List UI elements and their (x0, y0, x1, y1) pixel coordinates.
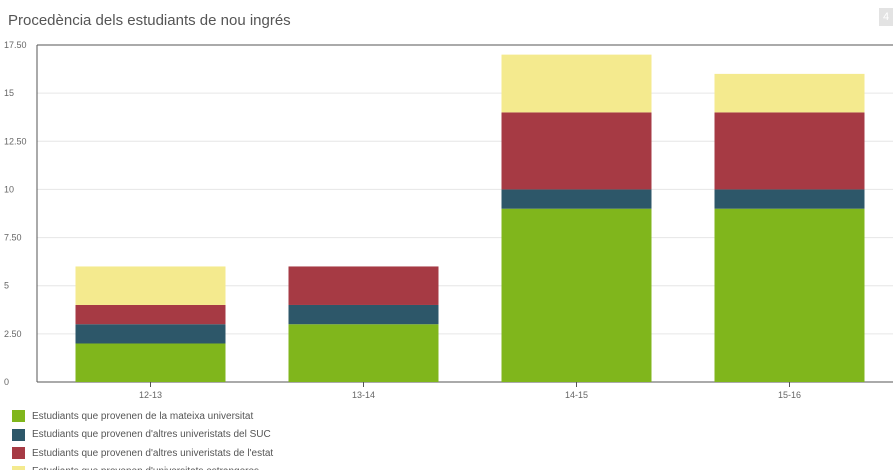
y-tick-label: 12.50 (4, 136, 27, 146)
x-tick-label: 15-16 (778, 390, 801, 400)
y-tick-label: 7.50 (4, 233, 22, 243)
bar-segment (75, 266, 226, 305)
legend-item[interactable]: Estudiants que provenen d'altres univeri… (12, 426, 612, 445)
legend-label: Estudiants que provenen d'universitats e… (32, 466, 259, 470)
bar-segment (501, 112, 652, 190)
y-tick-label: 0 (4, 377, 9, 387)
legend-item[interactable]: Estudiants que provenen de la mateixa un… (12, 407, 612, 426)
bar-segment (501, 189, 652, 209)
stacked-bar-chart: 0 2.50 5 7.50 10 12.50 15 17.50 12-13 13-14 14-15 1… (4, 40, 893, 400)
bar-segment (501, 54, 652, 113)
bar-segment (501, 208, 652, 382)
y-tick-label: 2.50 (4, 329, 22, 339)
y-tick-label: 10 (4, 184, 14, 194)
bar-segment (75, 304, 226, 325)
bar-segment (75, 324, 226, 344)
legend-swatch (12, 428, 25, 441)
x-tick-label: 13-14 (352, 390, 375, 400)
legend-label: Estudiants que provenen de la mateixa un… (32, 410, 254, 422)
y-tick-label: 5 (4, 281, 9, 291)
x-tick-label: 14-15 (565, 390, 588, 400)
bar-segment (714, 73, 865, 113)
y-tick-label: 15 (4, 88, 14, 98)
y-tick-label: 17.50 (4, 40, 27, 50)
legend-swatch (12, 447, 25, 460)
export-menu-icon[interactable]: 4 (879, 8, 893, 26)
bar-segment (714, 189, 865, 209)
legend-item[interactable]: Estudiants que provenen d'universitats e… (12, 463, 612, 470)
bar-segment (288, 324, 439, 382)
legend-label: Estudiants que provenen d'altres univeri… (32, 429, 271, 441)
chart-title: Procedència dels estudiants de nou ingré… (8, 12, 291, 29)
bar-segment (288, 304, 439, 325)
bar-segment (288, 266, 439, 305)
x-tick-label: 12-13 (139, 390, 162, 400)
legend-swatch (12, 410, 25, 423)
bar-segment (75, 343, 226, 382)
chart-legend: Estudiants que provenen de la mateixa un… (12, 407, 612, 470)
bar-segment (714, 112, 865, 190)
legend-item[interactable]: Estudiants que provenen d'altres univeri… (12, 444, 612, 463)
legend-swatch (12, 465, 25, 470)
bar-segment (714, 208, 865, 382)
legend-label: Estudiants que provenen d'altres univeri… (32, 447, 274, 459)
